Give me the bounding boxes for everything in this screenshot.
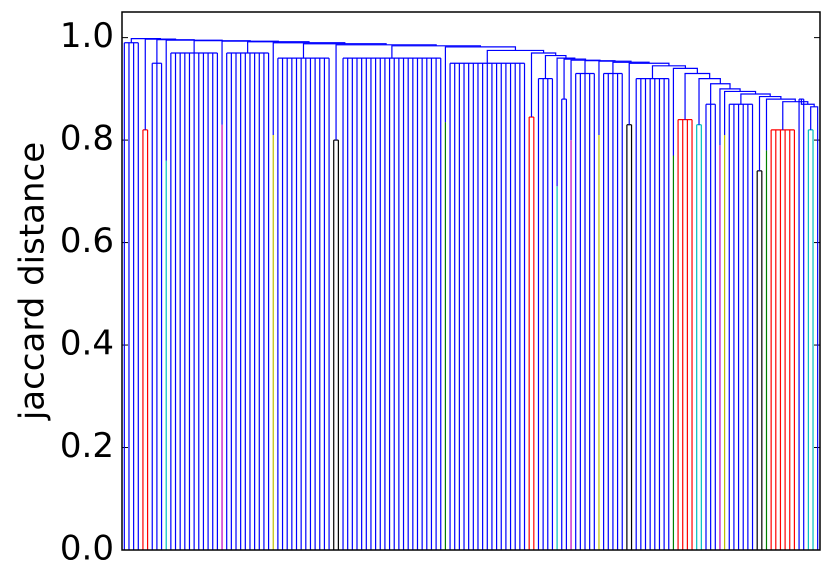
merge-link	[391, 45, 482, 59]
merge-link	[612, 61, 650, 74]
y-axis-label: jaccard distance	[13, 142, 53, 421]
merge-link	[272, 42, 346, 135]
merge-link	[544, 54, 567, 79]
merge-link	[719, 88, 741, 146]
merge-link	[335, 44, 437, 141]
plot-frame	[121, 11, 821, 551]
merge-link	[530, 52, 557, 118]
merge-link	[651, 65, 686, 79]
merge-link	[165, 39, 223, 161]
y-tick-label: 0.0	[60, 529, 114, 569]
merge-link	[740, 93, 771, 105]
merge-link	[144, 38, 177, 130]
y-tick-label: 1.0	[60, 16, 114, 56]
merge-link	[765, 98, 796, 151]
merge-link	[130, 38, 162, 43]
merge-link	[810, 106, 819, 130]
merge-link	[628, 62, 670, 125]
merge-link	[782, 101, 809, 130]
merge-link	[556, 57, 576, 187]
merge-link	[758, 95, 782, 171]
merge-link	[486, 49, 545, 64]
merge-link	[444, 46, 517, 123]
y-tick-label: 0.2	[60, 426, 114, 466]
merge-link	[598, 60, 632, 135]
merge-link	[247, 41, 310, 53]
merge-link	[584, 60, 616, 74]
merge-link	[698, 78, 721, 125]
merge-link	[156, 39, 195, 64]
y-tick-label: 0.6	[60, 221, 114, 261]
merge-link	[302, 43, 387, 59]
y-tick-label: 0.8	[60, 119, 114, 159]
y-tick-label: 0.4	[60, 324, 114, 364]
merge-link	[563, 58, 587, 100]
